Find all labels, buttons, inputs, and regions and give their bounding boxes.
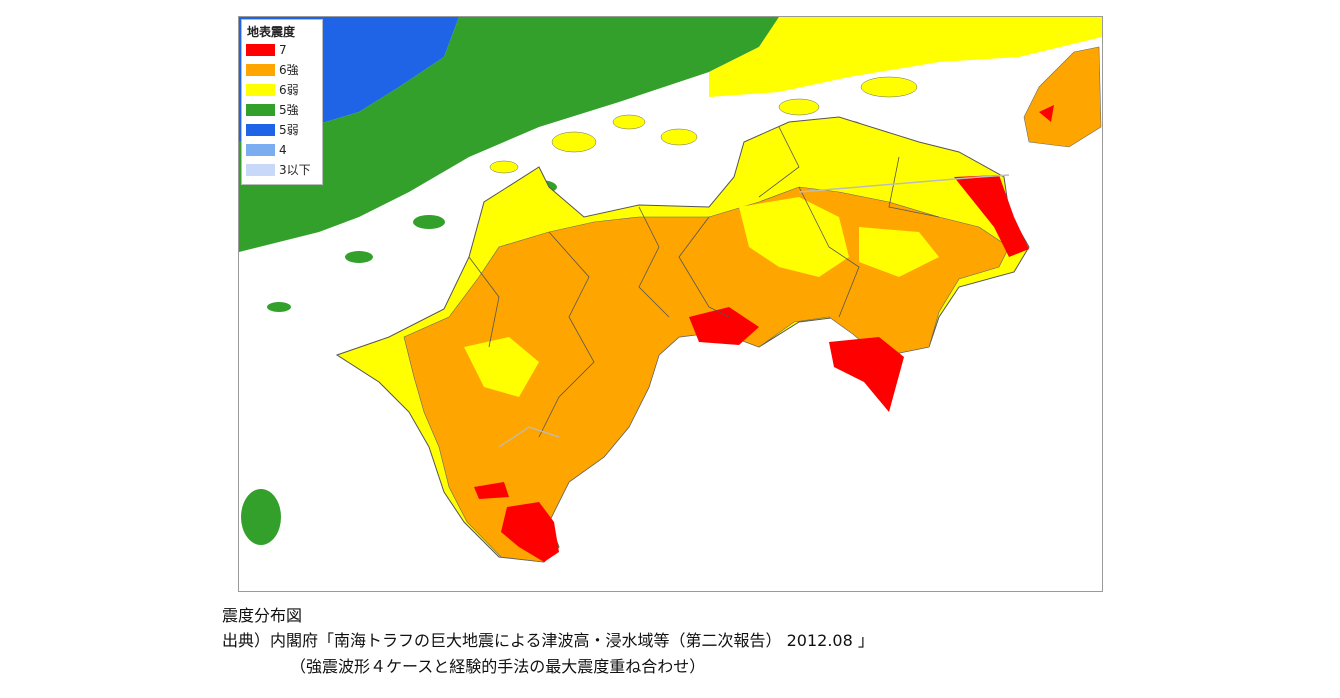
yellow-patch-2 xyxy=(859,227,939,277)
legend-title: 地表震度 xyxy=(247,25,296,39)
legend-label: 6強 xyxy=(279,63,299,77)
honshu-green-area xyxy=(239,17,779,252)
shikoku-map-graphic xyxy=(239,17,1102,563)
caption-note: （強震波形４ケースと経験的手法の最大震度重ね合わせ） xyxy=(290,657,706,676)
red-zone-coast xyxy=(474,482,509,499)
legend-label: 5強 xyxy=(279,103,299,117)
awaji-red xyxy=(1039,105,1054,122)
legend-label: 4 xyxy=(279,143,287,157)
shikoku-orange xyxy=(403,186,1010,563)
boundaries xyxy=(468,126,940,438)
shimanto-river xyxy=(498,426,560,448)
intensity-map: 地表震度 7 6強 6弱 5強 5弱 4 3以下 xyxy=(238,16,1103,592)
legend-label: 6弱 xyxy=(279,83,299,97)
caption-title: 震度分布図 xyxy=(222,606,303,625)
legend-item: 6強 xyxy=(246,62,322,78)
awaji-island xyxy=(1023,46,1102,148)
legend-item: 6弱 xyxy=(246,82,322,98)
map-legend: 地表震度 7 6強 6弱 5強 5弱 4 3以下 xyxy=(241,19,323,185)
legend-item: 3以下 xyxy=(246,162,322,178)
yellow-patch-3 xyxy=(464,337,539,397)
yoshino-river xyxy=(798,174,1010,193)
red-zone-tokushima xyxy=(954,175,1029,257)
legend-swatch xyxy=(246,64,275,76)
legend-item: 5強 xyxy=(246,102,322,118)
red-zone-muroto xyxy=(829,337,904,412)
inland-sea-islands xyxy=(489,76,918,174)
yellow-patch-1 xyxy=(739,197,849,277)
legend-label: 7 xyxy=(279,43,287,57)
legend-swatch xyxy=(246,104,275,116)
legend-item: 7 xyxy=(246,42,322,58)
legend-item: 5弱 xyxy=(246,122,322,138)
legend-swatch xyxy=(246,44,275,56)
legend-item: 4 xyxy=(246,142,322,158)
red-zone-ashizuri xyxy=(501,502,559,562)
legend-swatch xyxy=(246,124,275,136)
legend-swatch xyxy=(246,144,275,156)
legend-swatch xyxy=(246,164,275,176)
legend-swatch xyxy=(246,84,275,96)
legend-label: 5弱 xyxy=(279,123,299,137)
caption-source: 出典）内閣府「南海トラフの巨大地震による津波高・浸水域等（第二次報告） 2012… xyxy=(222,631,874,650)
legend-label: 3以下 xyxy=(279,163,311,177)
honshu-yellow-edge xyxy=(709,17,1102,97)
red-zone-kochi xyxy=(689,307,759,345)
